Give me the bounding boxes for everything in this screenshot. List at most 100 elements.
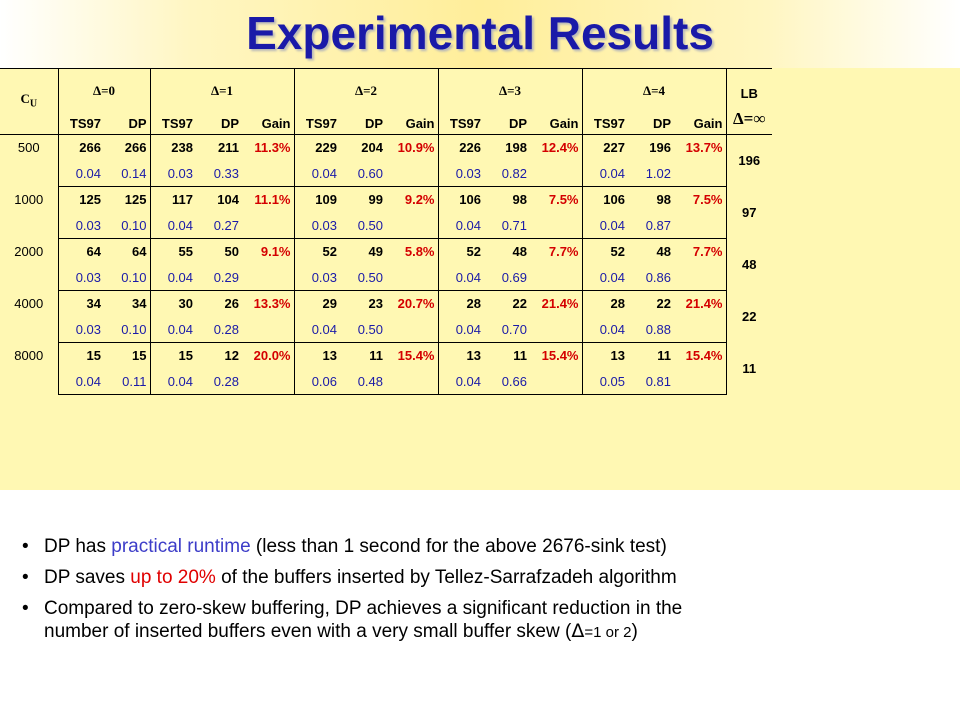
- empty-cell: [530, 160, 583, 187]
- empty-cell: [386, 160, 439, 187]
- lb-label: LB: [740, 85, 758, 101]
- lb-value: 48: [742, 257, 757, 272]
- lb-value: 22: [742, 309, 757, 324]
- buffer-count: 28: [466, 296, 481, 312]
- buffer-count: 11: [513, 348, 527, 364]
- gain-value: 21.4%: [674, 290, 727, 317]
- buffer-count: 29: [322, 296, 337, 312]
- cu-value: 8000: [0, 342, 59, 395]
- buffer-count: 34: [86, 296, 101, 312]
- runtime-value: 0.71: [484, 212, 530, 239]
- delta-header: Δ=4: [582, 68, 727, 113]
- buffer-count: 125: [79, 192, 101, 208]
- buffer-count: 104: [217, 192, 239, 208]
- buffer-count: 13: [610, 348, 625, 364]
- cu-label: C: [20, 91, 30, 107]
- column-subheader: DP: [484, 112, 530, 135]
- gain-value: 15.4%: [386, 342, 439, 369]
- buffer-count: 28: [610, 296, 625, 312]
- title-band: [0, 0, 960, 68]
- delta-header: Δ=2: [294, 68, 439, 113]
- runtime-value: 0.03: [294, 212, 340, 239]
- runtime-value: 0.03: [58, 212, 104, 239]
- empty-cell: [242, 368, 295, 395]
- column-subheader: DP: [104, 112, 151, 135]
- gain-value: 7.5%: [530, 186, 583, 213]
- runtime-value: 0.81: [628, 368, 674, 395]
- gain-value: 13.3%: [242, 290, 295, 317]
- runtime-value: 0.04: [582, 264, 628, 291]
- runtime-value: 0.10: [104, 264, 151, 291]
- buffer-count: 64: [86, 244, 101, 260]
- results-table-panel: CU Δ=0 Δ=1 Δ=2 Δ=3 Δ=4 LB Δ=∞ TS97 DP TS97 DP Gain TS…: [0, 68, 960, 490]
- bullet-dot: •: [22, 536, 29, 557]
- buffer-count: 11: [369, 348, 383, 364]
- empty-cell: [674, 212, 727, 239]
- column-subheader: Gain: [242, 112, 295, 135]
- empty-cell: [674, 368, 727, 395]
- gain-value: 11.3%: [242, 134, 295, 161]
- bullet-zero-skew: • Compared to zero-skew buffering, DP ac…: [22, 598, 952, 644]
- column-subheader: TS97: [150, 112, 196, 135]
- runtime-value: 0.48: [340, 368, 386, 395]
- gain-value: 15.4%: [530, 342, 583, 369]
- buffer-count: 26: [224, 296, 239, 312]
- gain-value: 9.2%: [386, 186, 439, 213]
- cu-subscript: U: [29, 98, 38, 110]
- gain-value: 21.4%: [530, 290, 583, 317]
- empty-cell: [242, 316, 295, 343]
- bullet-savings: • DP saves up to 20% of the buffers inse…: [22, 567, 952, 589]
- lb-value: 11: [742, 361, 757, 376]
- buffer-count: 52: [610, 244, 625, 260]
- buffer-count: 98: [656, 192, 671, 208]
- buffer-count: 13: [466, 348, 481, 364]
- bullet-runtime: • DP has practical runtime (less than 1 …: [22, 536, 952, 558]
- runtime-value: 0.04: [582, 160, 628, 187]
- gain-value: 7.7%: [530, 238, 583, 265]
- lb-header: LB Δ=∞: [726, 68, 772, 135]
- runtime-value: 0.29: [196, 264, 242, 291]
- buffer-count: 22: [656, 296, 671, 312]
- cu-value: 2000: [0, 238, 59, 291]
- column-subheader: Gain: [530, 112, 583, 135]
- runtime-value: 0.88: [628, 316, 674, 343]
- runtime-value: 0.04: [582, 212, 628, 239]
- gain-value: 9.1%: [242, 238, 295, 265]
- empty-cell: [386, 264, 439, 291]
- buffer-count: 196: [649, 140, 671, 156]
- buffer-count: 229: [315, 140, 337, 156]
- empty-cell: [242, 264, 295, 291]
- runtime-value: 0.06: [294, 368, 340, 395]
- runtime-value: 0.33: [196, 160, 242, 187]
- buffer-count: 98: [512, 192, 527, 208]
- gain-value: 7.7%: [674, 238, 727, 265]
- empty-cell: [530, 316, 583, 343]
- empty-cell: [530, 212, 583, 239]
- column-subheader: DP: [628, 112, 674, 135]
- bullet-text: (less than 1 second for the above 2676-s…: [250, 536, 667, 557]
- runtime-value: 0.50: [340, 316, 386, 343]
- buffer-count: 52: [466, 244, 481, 260]
- column-subheader: Gain: [386, 112, 439, 135]
- empty-cell: [674, 316, 727, 343]
- column-subheader: DP: [340, 112, 386, 135]
- runtime-value: 0.03: [438, 160, 484, 187]
- column-subheader: TS97: [582, 112, 628, 135]
- runtime-value: 0.50: [340, 264, 386, 291]
- buffer-count: 226: [459, 140, 481, 156]
- runtime-value: 0.04: [294, 316, 340, 343]
- buffer-count: 13: [322, 348, 337, 364]
- runtime-value: 0.04: [582, 316, 628, 343]
- buffer-count: 204: [361, 140, 383, 156]
- bullet-list: • DP has practical runtime (less than 1 …: [22, 536, 952, 653]
- runtime-value: 0.04: [438, 264, 484, 291]
- runtime-value: 0.14: [104, 160, 151, 187]
- runtime-value: 0.82: [484, 160, 530, 187]
- column-subheader: TS97: [294, 112, 340, 135]
- runtime-value: 0.28: [196, 368, 242, 395]
- buffer-count: 50: [224, 244, 239, 260]
- runtime-value: 0.69: [484, 264, 530, 291]
- runtime-value: 0.70: [484, 316, 530, 343]
- empty-cell: [386, 316, 439, 343]
- empty-cell: [674, 160, 727, 187]
